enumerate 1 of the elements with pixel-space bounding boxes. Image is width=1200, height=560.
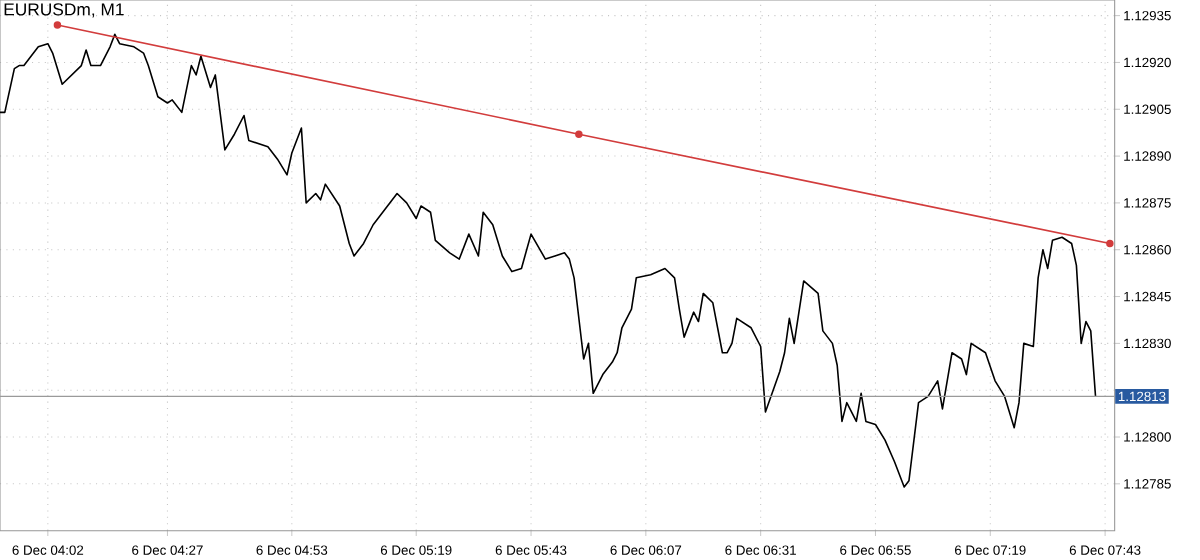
chart-title: EURUSDm, M1 xyxy=(4,3,124,18)
